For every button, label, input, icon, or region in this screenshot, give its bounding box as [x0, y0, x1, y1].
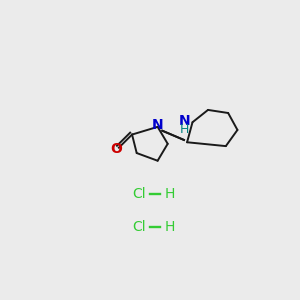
Text: H: H — [165, 220, 175, 234]
Text: H: H — [165, 187, 175, 201]
Text: Cl: Cl — [132, 220, 146, 234]
Text: O: O — [110, 142, 122, 156]
Text: Cl: Cl — [132, 187, 146, 201]
Text: N: N — [179, 114, 190, 128]
Text: H: H — [180, 123, 189, 136]
Text: N: N — [152, 118, 164, 132]
